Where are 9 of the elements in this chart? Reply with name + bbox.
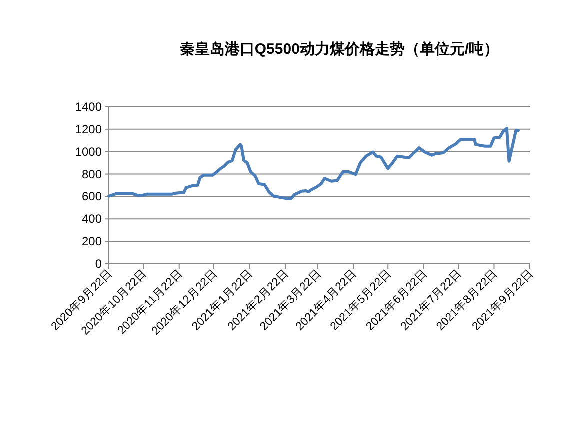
y-tick-label: 1000 xyxy=(75,144,102,159)
y-tick-label: 600 xyxy=(82,190,102,204)
y-tick-label: 400 xyxy=(82,212,102,226)
y-tick-label: 1200 xyxy=(75,122,102,136)
y-tick-label: 800 xyxy=(82,167,102,182)
chart-title: 秦皇岛港口Q5500动力煤价格走势（单位元/吨） xyxy=(180,41,500,58)
y-tick-label: 1400 xyxy=(75,100,102,114)
y-tick-label: 200 xyxy=(82,234,102,249)
y-tick-label: 0 xyxy=(95,257,102,271)
